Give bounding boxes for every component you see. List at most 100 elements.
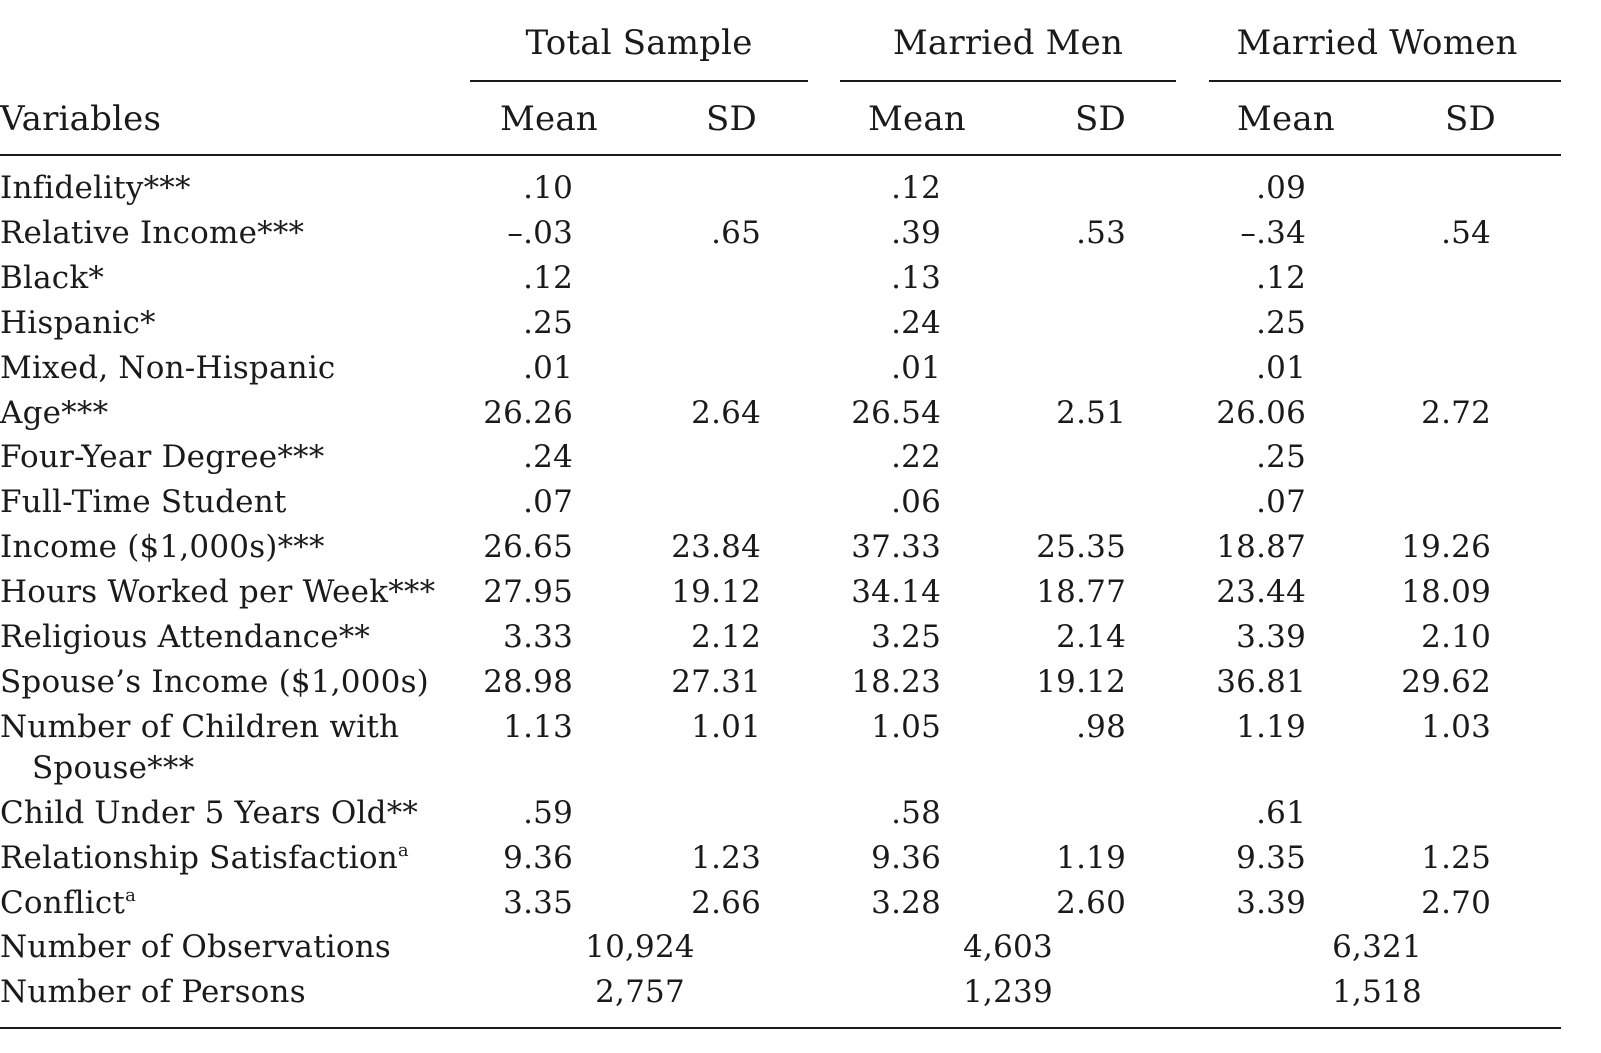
- row-label: Relative Income***: [0, 218, 304, 249]
- row-label-text: Child Under 5 Years Old**: [0, 795, 419, 831]
- table-cell: 26.65: [483, 529, 573, 565]
- table-cell: 3.39: [1236, 619, 1306, 655]
- table-cell: .01: [1256, 350, 1306, 386]
- table-cell: .01: [523, 350, 573, 386]
- col-header-women-mean: Mean: [1237, 99, 1335, 139]
- row-label-text: Religious Attendance**: [0, 619, 371, 655]
- row-label: Number of Children with: [0, 712, 399, 743]
- header-rule: [0, 154, 1561, 156]
- table-cell: 1.19: [1056, 840, 1126, 876]
- table-cell: .58: [891, 795, 941, 831]
- summary-cell: 10,924: [585, 929, 695, 965]
- row-label-text: Hours Worked per Week***: [0, 574, 436, 610]
- row-label: Spouse’s Income ($1,000s): [0, 667, 429, 698]
- table-cell: 1.25: [1421, 840, 1491, 876]
- col-header-men-mean: Mean: [868, 99, 966, 139]
- table-cell: 2.70: [1421, 885, 1491, 921]
- row-label-text: Infidelity***: [0, 170, 191, 206]
- row-label-text: Income ($1,000s)***: [0, 529, 325, 565]
- row-label-text: Four-Year Degree***: [0, 439, 325, 475]
- table-cell: 3.28: [871, 885, 941, 921]
- table-cell: .59: [523, 795, 573, 831]
- table-cell: 9.36: [871, 840, 941, 876]
- table-cell: 34.14: [851, 574, 941, 610]
- table-cell: 18.23: [851, 664, 941, 700]
- table-cell: .09: [1256, 170, 1306, 206]
- row-label-text: Spouse’s Income ($1,000s): [0, 664, 429, 700]
- table-cell: .13: [891, 260, 941, 296]
- table-cell: .12: [523, 260, 573, 296]
- table-cell: 9.35: [1236, 840, 1306, 876]
- bottom-rule: [0, 1027, 1561, 1029]
- table-cell: .24: [523, 439, 573, 475]
- table-cell: 19.26: [1401, 529, 1491, 565]
- row-label: Child Under 5 Years Old**: [0, 798, 418, 829]
- table-cell: 3.35: [503, 885, 573, 921]
- group-rule-total-sample: [470, 80, 808, 82]
- table-cell: 36.81: [1216, 664, 1306, 700]
- table-cell: 2.51: [1056, 395, 1126, 431]
- row-label: Age***: [0, 398, 108, 429]
- row-label: Infidelity***: [0, 173, 191, 204]
- row-label-text: Full-Time Student: [0, 484, 287, 520]
- table-cell: 19.12: [1036, 664, 1126, 700]
- table-cell: 1.13: [503, 709, 573, 745]
- table-cell: .24: [891, 305, 941, 341]
- table-cell: 27.95: [483, 574, 573, 610]
- col-header-women-sd: SD: [1445, 99, 1496, 139]
- col-header-total-mean: Mean: [500, 99, 598, 139]
- row-label: Hispanic*: [0, 308, 156, 339]
- table-cell: .07: [523, 484, 573, 520]
- table-cell: .12: [891, 170, 941, 206]
- row-label: Income ($1,000s)***: [0, 532, 325, 563]
- table-cell: .98: [1076, 709, 1126, 745]
- summary-cell: 1,518: [1332, 974, 1422, 1010]
- table-cell: 1.19: [1236, 709, 1306, 745]
- table-cell: .25: [1256, 439, 1306, 475]
- table-cell: .25: [1256, 305, 1306, 341]
- summary-cell: 4,603: [963, 929, 1053, 965]
- table-cell: –.34: [1240, 215, 1306, 251]
- row-label-continuation: Spouse***: [32, 750, 195, 786]
- table-cell: 2.14: [1056, 619, 1126, 655]
- row-label: Mixed, Non-Hispanic: [0, 353, 336, 384]
- table-cell: 2.12: [691, 619, 761, 655]
- table-cell: 26.06: [1216, 395, 1306, 431]
- table-cell: .39: [891, 215, 941, 251]
- table-cell: 37.33: [851, 529, 941, 565]
- table-cell: .06: [891, 484, 941, 520]
- table-cell: 26.26: [483, 395, 573, 431]
- table-cell: 3.25: [871, 619, 941, 655]
- table-cell: 2.66: [691, 885, 761, 921]
- group-header-total-sample: Total Sample: [525, 23, 753, 63]
- summary-cell: 6,321: [1332, 929, 1422, 965]
- row-label: Relationship Satisfactiona: [0, 842, 409, 874]
- table-cell: .10: [523, 170, 573, 206]
- row-label: Four-Year Degree***: [0, 442, 324, 473]
- table-cell: 29.62: [1401, 664, 1491, 700]
- table-cell: 27.31: [671, 664, 761, 700]
- row-label-text: Number of Children with: [0, 709, 400, 745]
- table-cell: .22: [891, 439, 941, 475]
- table-cell: .65: [711, 215, 761, 251]
- table-cell: 2.64: [691, 395, 761, 431]
- row-label-text: Age***: [0, 395, 109, 431]
- table-cell: 1.05: [871, 709, 941, 745]
- table-cell: .01: [891, 350, 941, 386]
- stub-header: Variables: [0, 99, 162, 139]
- table-cell: 9.36: [503, 840, 573, 876]
- table-cell: 18.77: [1036, 574, 1126, 610]
- group-header-married-men: Married Men: [892, 23, 1124, 63]
- table-cell: 3.33: [503, 619, 573, 655]
- footnote-marker: a: [125, 885, 137, 906]
- row-label-text: Black*: [0, 260, 105, 296]
- row-label: Full-Time Student: [0, 487, 287, 518]
- table-cell: .07: [1256, 484, 1306, 520]
- table-cell: 18.87: [1216, 529, 1306, 565]
- table-cell: 19.12: [671, 574, 761, 610]
- table-cell: .25: [523, 305, 573, 341]
- summary-label: Number of Observations: [0, 929, 391, 965]
- table-cell: 1.03: [1421, 709, 1491, 745]
- table-cell: 25.35: [1036, 529, 1126, 565]
- row-label-text: Relative Income***: [0, 215, 305, 251]
